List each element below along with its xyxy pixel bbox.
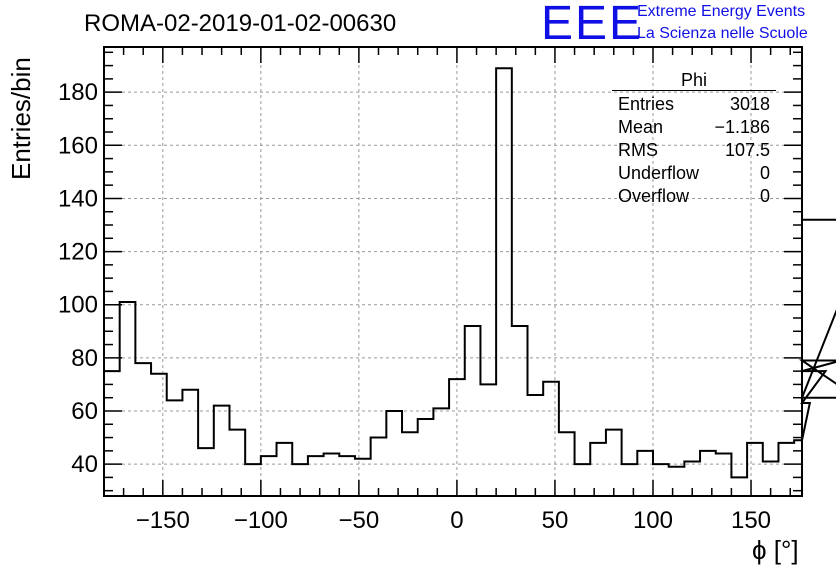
y-axis-label: Entries/bin — [6, 57, 36, 180]
y-tick-label: 140 — [58, 185, 98, 212]
plot-frame — [103, 46, 803, 497]
stats-row-entries: Entries 3018 — [612, 93, 776, 116]
axis-ticks — [103, 47, 802, 496]
stats-row-rms: RMS 107.5 — [612, 139, 776, 162]
y-tick-label: 60 — [71, 398, 98, 425]
y-tick-label: 160 — [58, 132, 98, 159]
stats-label: Entries — [618, 94, 675, 114]
y-tick-label: 80 — [71, 345, 98, 372]
histogram-line — [104, 67, 836, 479]
y-tick-label: 120 — [58, 239, 98, 266]
logo-subtitle-line2: La Scienza nelle Scuole — [637, 25, 808, 42]
x-tick-label: 50 — [542, 507, 569, 534]
x-tick-label: 0 — [450, 507, 463, 534]
x-tick-label: −150 — [136, 507, 190, 534]
y-tick-label: 180 — [58, 79, 98, 106]
stats-value: 0 — [759, 186, 770, 206]
tick-labels: −150 −100 −50 0 50 100 150 40 60 80 100 120 140 160 18… — [58, 79, 771, 534]
x-tick-label: 100 — [633, 507, 673, 534]
stats-label: RMS — [618, 140, 658, 160]
x-axis-label: ϕ [°] — [752, 535, 799, 565]
stats-value: 107.5 — [724, 140, 770, 160]
grid-lines — [104, 47, 802, 496]
x-tick-label: −50 — [339, 507, 380, 534]
stats-label: Underflow — [618, 163, 700, 183]
stats-row-overflow: Overflow 0 — [612, 185, 776, 208]
stats-row-mean: Mean −1.186 — [612, 116, 776, 139]
stats-value: −1.186 — [714, 117, 770, 137]
stats-label: Mean — [618, 117, 664, 137]
stats-value: 0 — [759, 163, 770, 183]
logo-subtitle-line1: Extreme Energy Events — [637, 3, 806, 20]
stats-value: 3018 — [729, 94, 770, 114]
stats-box: Phi Entries 3018 Mean −1.186 RMS 107.5 U… — [612, 70, 776, 208]
stats-title: Phi — [612, 70, 776, 91]
stats-label: Overflow — [618, 186, 690, 206]
stats-row-underflow: Underflow 0 — [612, 162, 776, 185]
y-tick-label: 40 — [71, 451, 98, 478]
x-tick-label: −100 — [234, 507, 288, 534]
x-tick-label: 150 — [731, 507, 771, 534]
y-tick-label: 100 — [58, 292, 98, 319]
chart-title: ROMA-02-2019-01-02-00630 — [84, 10, 397, 37]
eee-logo: EEE — [541, 0, 644, 50]
